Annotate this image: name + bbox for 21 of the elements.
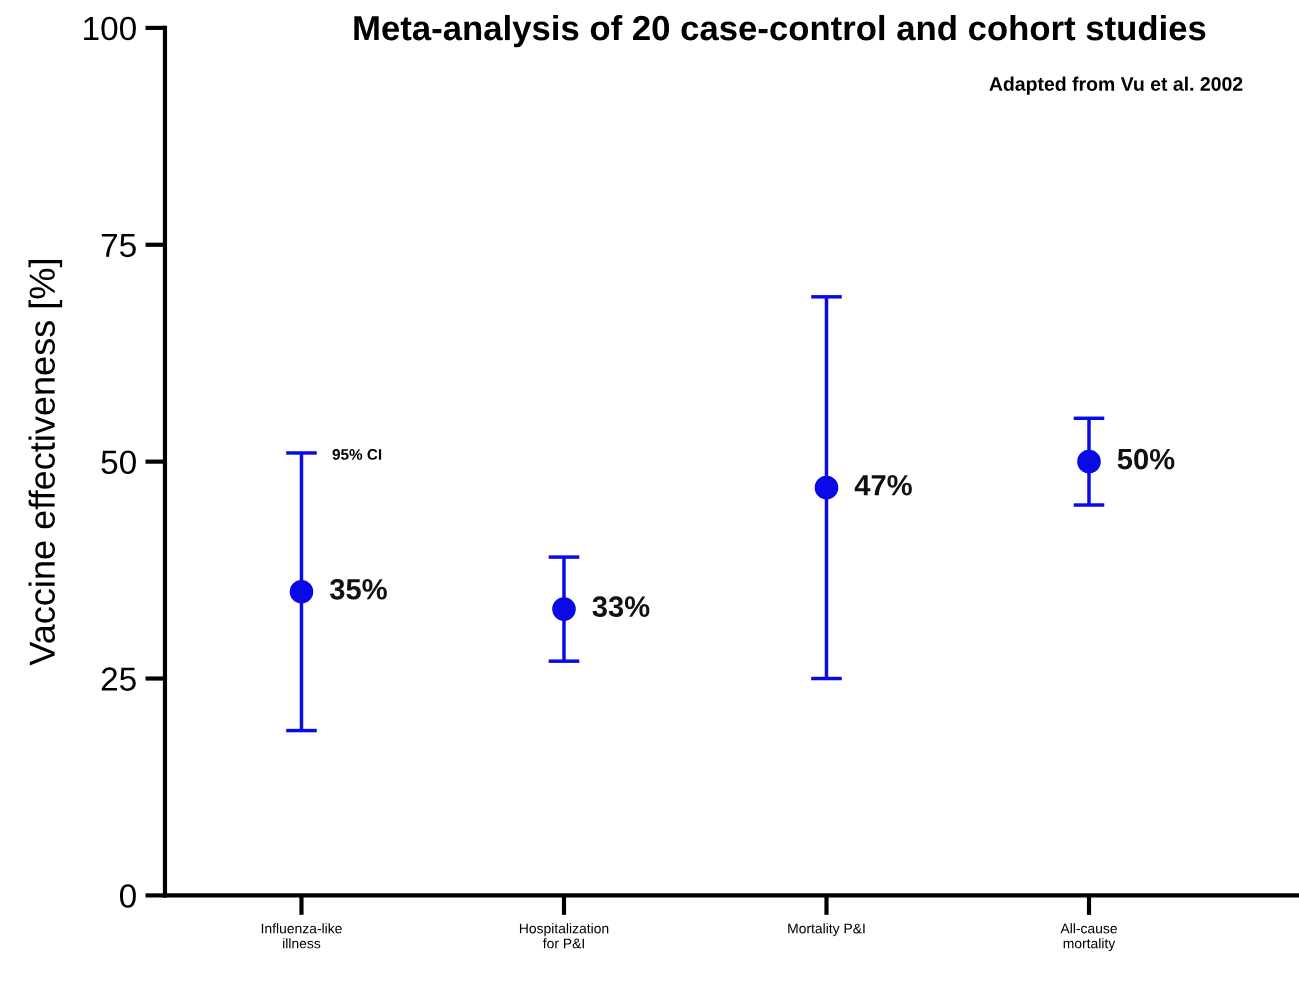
point	[814, 475, 839, 500]
y-axis-title: Vaccine effectiveness [%]	[28, 260, 63, 666]
y-tick-label: 75	[101, 233, 136, 258]
x-tick-label: Hospitalization for P&I	[519, 923, 609, 949]
y-tick-label: 0	[119, 884, 136, 908]
point	[552, 597, 576, 621]
y-tick-label: 50	[101, 450, 136, 475]
annotation: 95% CI	[332, 449, 382, 460]
data-label: 33%	[592, 596, 650, 617]
chart-title: Meta-analysis of 20 case-control and cohort studies	[354, 14, 1206, 48]
data-label: 47%	[854, 474, 912, 496]
y-tick-label: 100	[84, 16, 136, 41]
y-tick-label: 25	[101, 667, 136, 691]
annotation: Adapted from Vu et al. 2002	[989, 76, 1243, 95]
x-tick-label: Influenza-like illness	[261, 923, 342, 949]
point	[289, 579, 314, 604]
data-label: 50%	[1117, 448, 1175, 470]
x-tick-label: All-cause mortality	[1060, 923, 1117, 952]
x-tick-label: Mortality P&I	[788, 923, 865, 937]
data-label: 35%	[329, 578, 387, 600]
point	[1077, 449, 1101, 474]
